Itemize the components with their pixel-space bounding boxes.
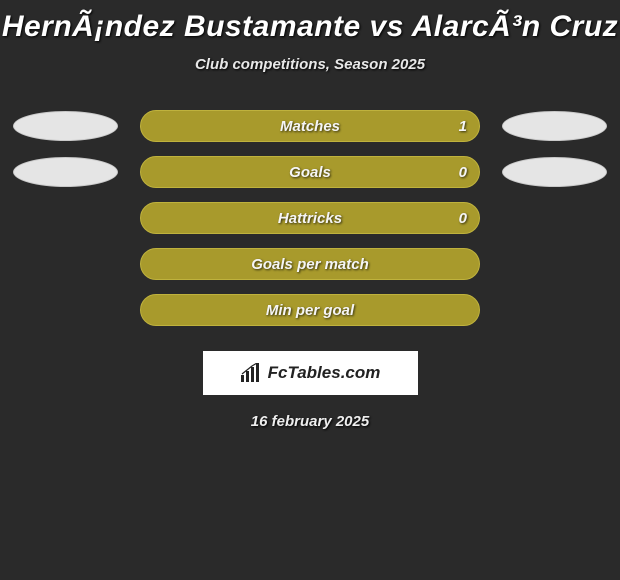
right-player-oval	[502, 111, 607, 141]
stat-bar-slot: Min per goal	[140, 294, 480, 326]
stat-bar: Goals per match	[140, 248, 480, 280]
stat-value: 0	[459, 157, 467, 187]
stat-row: Hattricks0	[0, 195, 620, 241]
stat-bar: Matches1	[140, 110, 480, 142]
stat-row: Goals0	[0, 149, 620, 195]
stat-value: 1	[459, 111, 467, 141]
stat-row: Goals per match	[0, 241, 620, 287]
stat-bar-slot: Goals per match	[140, 248, 480, 280]
stat-row: Matches1	[0, 103, 620, 149]
page-subtitle: Club competitions, Season 2025	[0, 56, 620, 73]
stat-value: 0	[459, 203, 467, 233]
fctables-logo: FcTables.com	[203, 351, 418, 395]
stat-bar: Min per goal	[140, 294, 480, 326]
stat-bar: Goals0	[140, 156, 480, 188]
stat-label: Min per goal	[141, 302, 479, 319]
page-title: HernÃ¡ndez Bustamante vs AlarcÃ³n Cruz	[0, 0, 620, 44]
stat-bar-slot: Matches1	[140, 110, 480, 142]
right-player-oval	[502, 157, 607, 187]
stat-bar: Hattricks0	[140, 202, 480, 234]
stat-row: Min per goal	[0, 287, 620, 333]
stats-rows: Matches1Goals0Hattricks0Goals per matchM…	[0, 103, 620, 333]
stat-label: Matches	[141, 118, 479, 135]
stat-bar-slot: Goals0	[140, 156, 480, 188]
left-player-oval	[13, 157, 118, 187]
date-text: 16 february 2025	[0, 413, 620, 430]
stat-bar-slot: Hattricks0	[140, 202, 480, 234]
logo-text: FcTables.com	[268, 363, 381, 383]
bar-chart-icon	[240, 363, 262, 383]
stat-label: Goals per match	[141, 256, 479, 273]
stat-label: Goals	[141, 164, 479, 181]
left-player-oval	[13, 111, 118, 141]
stat-label: Hattricks	[141, 210, 479, 227]
